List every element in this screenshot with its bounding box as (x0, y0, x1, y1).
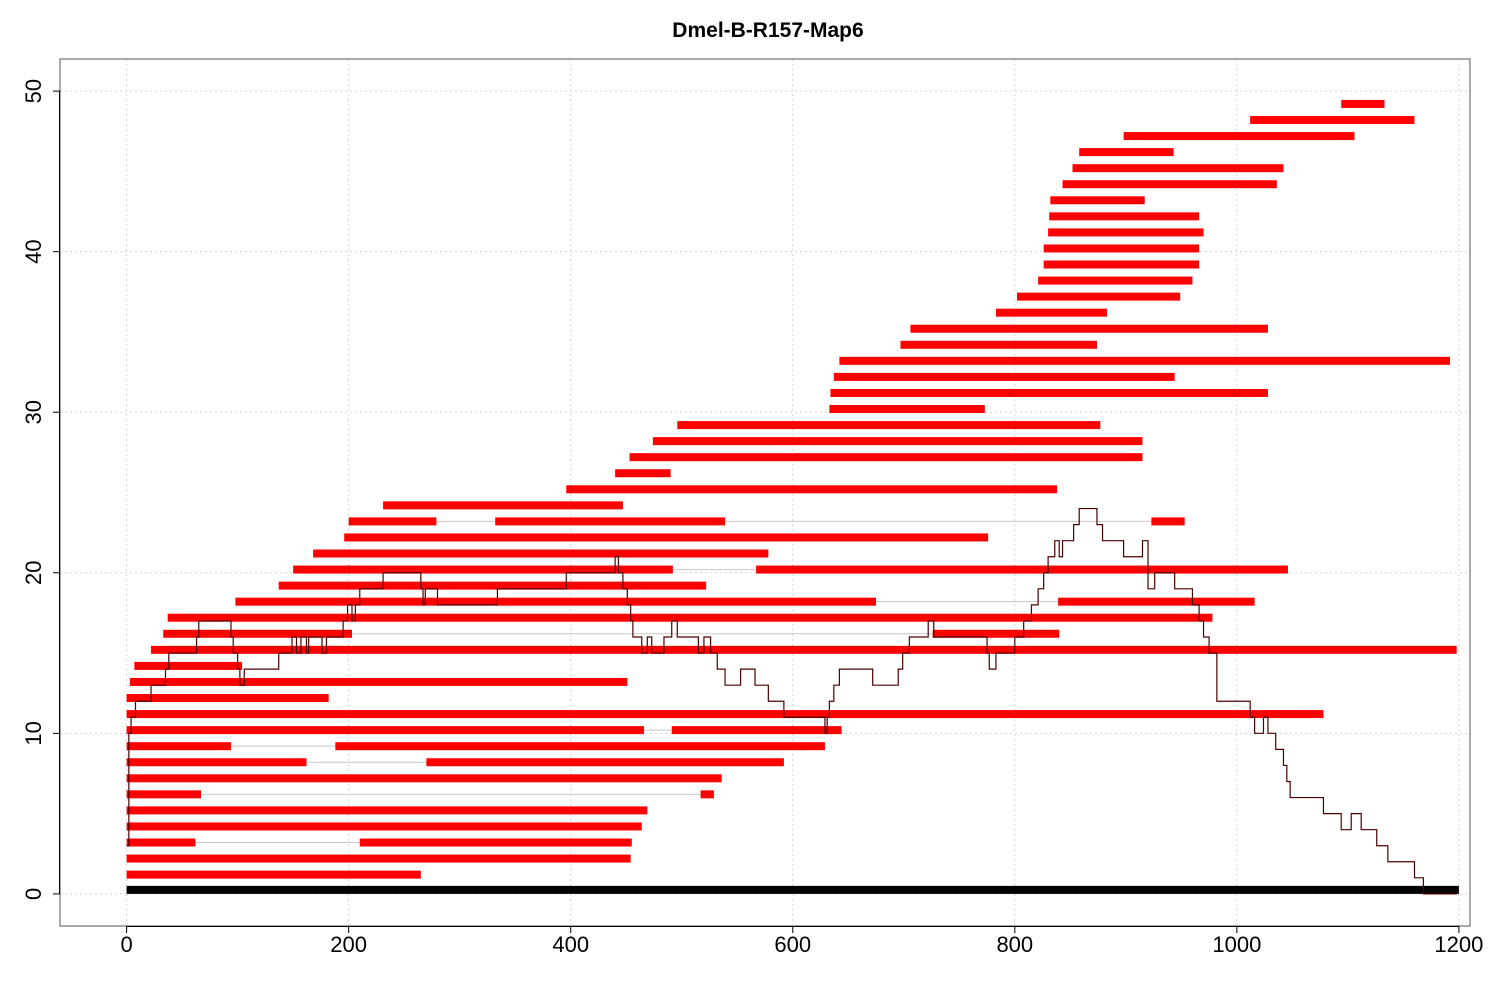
y-tick-label: 0 (21, 888, 46, 900)
y-tick-label: 20 (21, 561, 46, 585)
segment-bar (1250, 116, 1415, 125)
x-tick-label: 1200 (1434, 932, 1483, 957)
segment-bar (344, 533, 989, 542)
segment-bar (839, 356, 1451, 365)
segment-bar (151, 645, 1457, 654)
y-tick-label: 40 (21, 239, 46, 263)
segment-bar (126, 694, 329, 703)
segment-bar (677, 421, 1101, 430)
segment-bar (359, 838, 632, 847)
segment-bar (293, 565, 673, 574)
coverage-step-line (126, 507, 1457, 895)
y-tick-label: 50 (21, 79, 46, 103)
segment-bar (129, 677, 628, 686)
segment-bar (126, 758, 307, 767)
segment-bar (383, 501, 623, 510)
axes: 0 200 400 600 800 1000 1200 0 10 20 30 40 50 (21, 79, 1483, 957)
segment-bar (1123, 132, 1355, 141)
chart-title: Dmel-B-R157-Map6 (672, 19, 863, 42)
coverage-line (126, 507, 1457, 895)
segment-bar (126, 726, 644, 735)
segment-bar (652, 437, 1143, 446)
segment-bar (167, 613, 1213, 622)
segment-bar (1079, 148, 1174, 157)
segment-bar (910, 324, 1268, 333)
segment-bar (235, 597, 877, 606)
x-tick-label: 1000 (1212, 932, 1261, 957)
segment-bar (1049, 212, 1200, 221)
segment-bar (1017, 292, 1181, 301)
segment-bar (1043, 260, 1200, 269)
segment-bar (1151, 517, 1185, 526)
segment-bar (932, 629, 1060, 638)
segment-bar (1050, 196, 1145, 205)
segment-bar (126, 790, 201, 799)
segment-bar (1058, 597, 1255, 606)
segment-bar (671, 726, 842, 735)
segment-bar (348, 517, 437, 526)
segment-bar (566, 485, 1057, 494)
x-tick-label: 400 (552, 932, 589, 957)
segment-bar (615, 469, 671, 478)
x-tick-label: 800 (996, 932, 1033, 957)
segment-bar (900, 340, 1097, 349)
segment-bar (126, 870, 421, 879)
segment-bar (126, 710, 1324, 719)
segment-bar (126, 822, 642, 831)
segment-bar (830, 388, 1268, 397)
segment-bar (995, 308, 1107, 317)
segment-bar (126, 774, 722, 783)
segment-bar (126, 742, 231, 751)
segment-bar (833, 372, 1175, 381)
x-tick-label: 200 (330, 932, 367, 957)
segment-bar (313, 549, 769, 558)
segment-bar (1043, 244, 1200, 253)
segment-bar (1038, 276, 1193, 285)
y-tick-label: 30 (21, 400, 46, 424)
reference-bar-rect (126, 885, 1459, 894)
segment-bar (1062, 180, 1277, 189)
segment-bar (126, 838, 196, 847)
segment-bar (1048, 228, 1204, 237)
x-tick-label: 600 (774, 932, 811, 957)
segment-bar (629, 453, 1143, 462)
segment-bar (700, 790, 714, 799)
segment-bar (163, 629, 352, 638)
segment-bar (756, 565, 1288, 574)
reference-bar (126, 885, 1459, 894)
segment-bar (1341, 99, 1385, 108)
x-tick-label: 0 (120, 932, 132, 957)
segment-bar (126, 854, 631, 863)
y-tick-label: 10 (21, 721, 46, 745)
segment-bar (426, 758, 784, 767)
segment-bars (126, 99, 1457, 879)
segment-bar (829, 405, 985, 414)
segment-bar (495, 517, 726, 526)
segment-bar (335, 742, 825, 751)
segment-bar (278, 581, 707, 590)
segment-bar (126, 806, 648, 815)
segment-bar (134, 661, 243, 670)
segment-bar (1072, 164, 1284, 173)
